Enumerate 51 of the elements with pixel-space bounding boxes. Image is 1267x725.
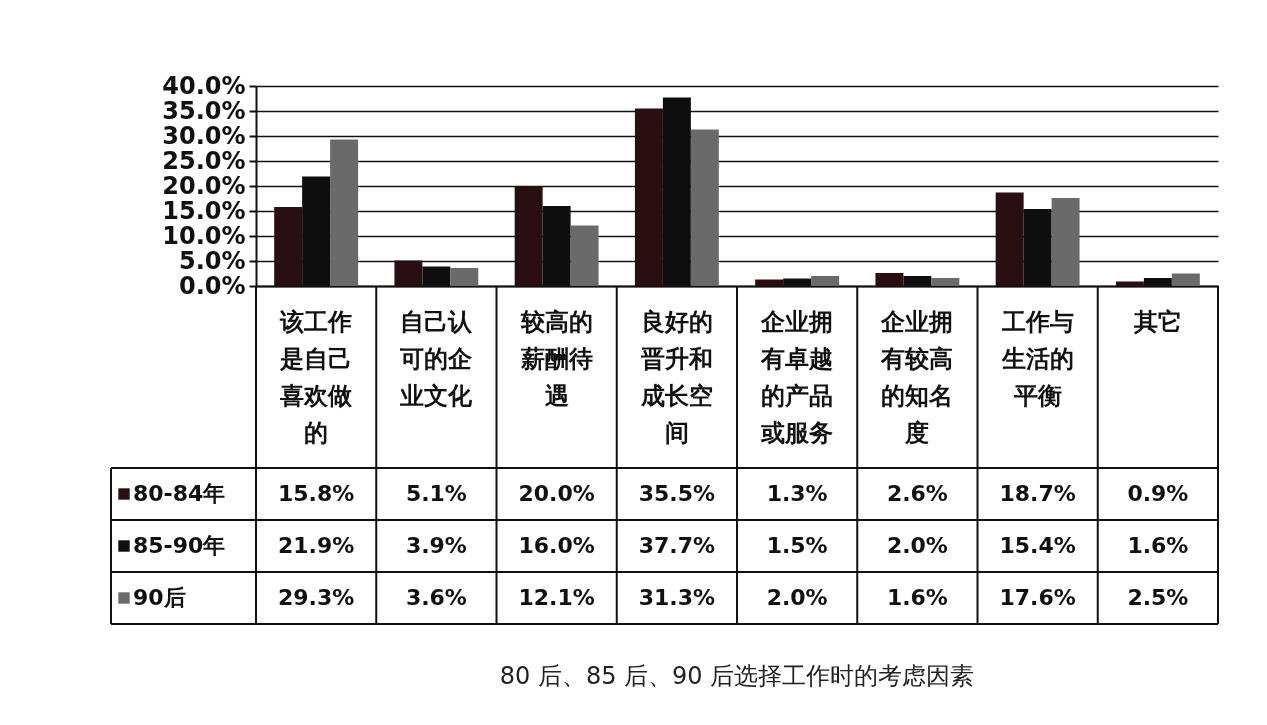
bar <box>450 268 479 286</box>
bar <box>755 279 784 286</box>
data-label: 15.4% <box>999 533 1076 558</box>
legend-label: 80-84年 <box>133 481 226 506</box>
data-label: 31.3% <box>638 585 716 610</box>
data-label: 29.3% <box>277 585 355 610</box>
data-label: 5.1% <box>405 481 467 506</box>
data-label: 20.0% <box>518 481 595 506</box>
x-tick-label: 良好的晋升和成长空间 <box>639 307 713 447</box>
legend-label: 90后 <box>133 585 186 610</box>
bar <box>1051 198 1080 286</box>
data-label: 3.9% <box>405 533 467 558</box>
x-tick-label: 企业拥有卓越的产品或服务 <box>760 307 834 447</box>
data-label: 2.6% <box>886 481 948 506</box>
bar <box>811 276 840 286</box>
bar <box>330 139 359 286</box>
x-tick-label: 该工作是自己喜欢做的 <box>279 307 354 447</box>
data-label: 2.0% <box>886 533 948 558</box>
text: 80 后、85 后、90 后选择工作时的考虑因素 <box>499 662 975 690</box>
x-tick-label: 工作与生活的平衡 <box>1000 307 1074 410</box>
x-tick-label: 其它 <box>1132 307 1182 336</box>
legend-label: 85-90年 <box>133 533 226 558</box>
x-tick-label: 企业拥有较高的知名度 <box>880 307 954 447</box>
bar <box>875 273 904 286</box>
data-label: 21.9% <box>277 533 355 558</box>
data-label: 3.6% <box>405 585 467 610</box>
bar <box>931 278 960 286</box>
data-label: 2.0% <box>766 585 828 610</box>
x-tick-label: 自己认可的企业文化 <box>399 307 474 410</box>
bar <box>394 260 423 286</box>
data-label: 2.5% <box>1127 585 1189 610</box>
data-label: 18.7% <box>999 481 1076 506</box>
data-label: 15.8% <box>277 481 355 506</box>
bar <box>274 207 303 286</box>
data-label: 1.3% <box>766 481 828 506</box>
data-label: 37.7% <box>638 533 716 558</box>
x-tick-label: 较高的薪酬待遇 <box>519 307 593 410</box>
data-label: 17.6% <box>999 585 1076 610</box>
bar <box>514 186 543 286</box>
data-label: 1.5% <box>766 533 828 558</box>
data-label: 12.1% <box>518 585 595 610</box>
bar <box>570 225 599 286</box>
data-label: 1.6% <box>1127 533 1189 558</box>
data-label: 16.0% <box>518 533 595 558</box>
bar <box>995 192 1024 286</box>
bar <box>1171 273 1200 286</box>
bar <box>634 108 663 286</box>
bar <box>690 129 719 286</box>
data-label: 0.9% <box>1127 481 1189 506</box>
data-label: 35.5% <box>638 481 716 506</box>
data-label: 1.6% <box>886 585 948 610</box>
